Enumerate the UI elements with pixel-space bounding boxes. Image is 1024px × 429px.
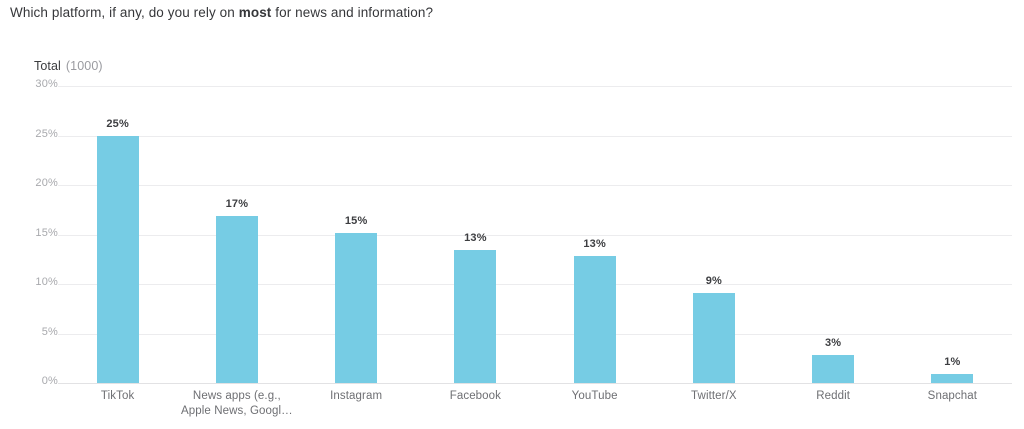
- bar-value-label: 9%: [705, 274, 723, 287]
- bar-column[interactable]: 13%: [535, 86, 654, 383]
- bar[interactable]: [812, 355, 855, 383]
- bar-value-label: 25%: [106, 117, 129, 130]
- bar-series-total: 25% 17% 15% 13% 13% 9% 3% 1%: [58, 86, 1012, 383]
- title-prefix: Which platform, if any, do you rely on: [10, 5, 239, 20]
- gridline-row: 15%: [0, 227, 1024, 239]
- bar[interactable]: [573, 256, 616, 383]
- x-axis-category-label: News apps (e.g., Apple News, Googl…: [181, 390, 293, 417]
- legend-circle-marker-icon: [16, 61, 27, 72]
- gridline-row: 0%: [0, 375, 1024, 387]
- bar[interactable]: [215, 215, 258, 383]
- title-suffix: for news and information?: [271, 5, 434, 20]
- bar-value-label: 1%: [944, 356, 961, 369]
- chart-plot-area: 30% 25% 20% 15% 10% 5% 0% 25% 17% 15% 13% 13% 9% 3% 1…: [0, 78, 1024, 423]
- gridline: [58, 135, 1012, 137]
- title-emphasis: most: [238, 5, 272, 20]
- x-axis-category-label: TikTok: [100, 390, 135, 402]
- bar[interactable]: [96, 135, 139, 383]
- bar-column[interactable]: 9%: [654, 86, 773, 383]
- y-axis-tick-label: 30%: [35, 78, 58, 90]
- bar-column[interactable]: 13%: [416, 86, 535, 383]
- legend-series-count: (1000): [65, 59, 103, 73]
- y-axis-tick-label: 10%: [35, 276, 58, 288]
- y-axis-tick-label: 25%: [35, 127, 58, 140]
- page-title: Which platform, if any, do you rely on m…: [10, 4, 433, 22]
- bar-column[interactable]: 3%: [774, 86, 893, 383]
- gridline-row: 10%: [0, 276, 1024, 288]
- bar-value-label: 13%: [464, 232, 487, 245]
- y-axis-tick-label: 15%: [35, 226, 58, 239]
- x-axis-category-label: YouTube: [571, 390, 618, 402]
- bar-column[interactable]: 17%: [177, 86, 296, 383]
- gridline-row: 20%: [0, 177, 1024, 189]
- bar[interactable]: [335, 232, 378, 383]
- bar-value-label: 13%: [583, 238, 606, 251]
- gridline: [58, 185, 1012, 186]
- y-axis-tick-label: 5%: [41, 325, 58, 338]
- bar-column[interactable]: 25%: [58, 86, 177, 383]
- gridline: [58, 333, 1012, 335]
- bar[interactable]: [454, 250, 497, 383]
- bar-column[interactable]: 15%: [297, 86, 416, 383]
- y-axis-tick-label: 0%: [41, 375, 58, 387]
- x-axis-category-labels: TikTok News apps (e.g., Apple News, Googl……: [58, 389, 1012, 429]
- x-axis-category-label: Instagram: [330, 390, 383, 402]
- chart-legend[interactable]: Total (1000): [16, 57, 103, 75]
- bar[interactable]: [931, 374, 974, 383]
- y-axis-tick-label: 20%: [35, 177, 58, 189]
- gridline-row: 30%: [0, 78, 1024, 90]
- x-axis-category-label: Twitter/X: [691, 390, 737, 402]
- x-axis-category-label: Snapchat: [927, 390, 978, 402]
- bar-value-label: 15%: [344, 214, 368, 227]
- gridline: [58, 383, 1012, 384]
- gridline: [58, 234, 1012, 236]
- gridline-row: 5%: [0, 326, 1024, 338]
- x-axis-category-label: Facebook: [449, 390, 502, 402]
- gridline: [58, 86, 1012, 87]
- bar[interactable]: [692, 292, 735, 383]
- x-axis-category-label: Reddit: [816, 390, 851, 402]
- gridline: [58, 284, 1012, 285]
- bar-value-label: 17%: [225, 197, 249, 210]
- gridline-row: 25%: [0, 128, 1024, 140]
- bar-value-label: 3%: [824, 337, 842, 350]
- bar-column[interactable]: 1%: [893, 86, 1012, 383]
- legend-series-label: Total: [34, 59, 61, 73]
